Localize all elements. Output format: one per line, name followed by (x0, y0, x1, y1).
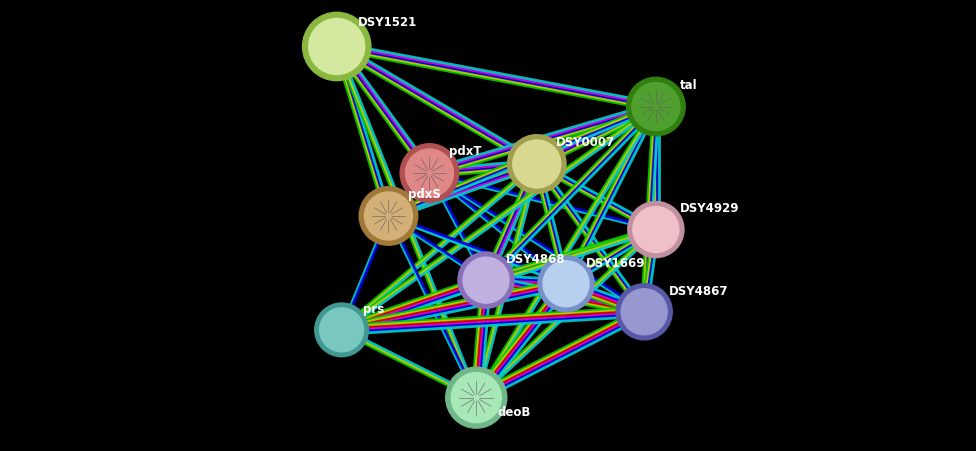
Text: DSY4867: DSY4867 (669, 284, 728, 297)
Ellipse shape (451, 373, 502, 423)
Text: DSY1669: DSY1669 (586, 256, 645, 269)
Text: prs: prs (363, 302, 385, 315)
Ellipse shape (621, 289, 668, 335)
Ellipse shape (364, 193, 413, 240)
Ellipse shape (308, 19, 365, 75)
Ellipse shape (463, 258, 509, 304)
Ellipse shape (538, 256, 594, 312)
Text: tal: tal (680, 78, 698, 92)
Ellipse shape (400, 144, 459, 203)
Ellipse shape (632, 207, 679, 253)
Ellipse shape (359, 187, 418, 246)
Ellipse shape (458, 253, 514, 308)
Ellipse shape (616, 284, 672, 340)
Text: pdxS: pdxS (408, 188, 441, 201)
Ellipse shape (628, 202, 684, 258)
Text: DSY0007: DSY0007 (556, 136, 616, 149)
Text: pdxT: pdxT (449, 145, 481, 158)
Ellipse shape (314, 304, 368, 357)
Ellipse shape (319, 308, 364, 352)
Ellipse shape (512, 141, 561, 189)
Ellipse shape (627, 78, 685, 137)
Ellipse shape (446, 368, 507, 428)
Text: DSY1521: DSY1521 (358, 16, 418, 29)
Ellipse shape (543, 261, 590, 307)
Ellipse shape (508, 135, 566, 194)
Ellipse shape (303, 13, 371, 82)
Text: DSY4868: DSY4868 (506, 253, 565, 266)
Ellipse shape (631, 83, 680, 131)
Text: DSY4929: DSY4929 (680, 201, 740, 214)
Ellipse shape (405, 150, 454, 198)
Text: deoB: deoB (498, 405, 531, 418)
